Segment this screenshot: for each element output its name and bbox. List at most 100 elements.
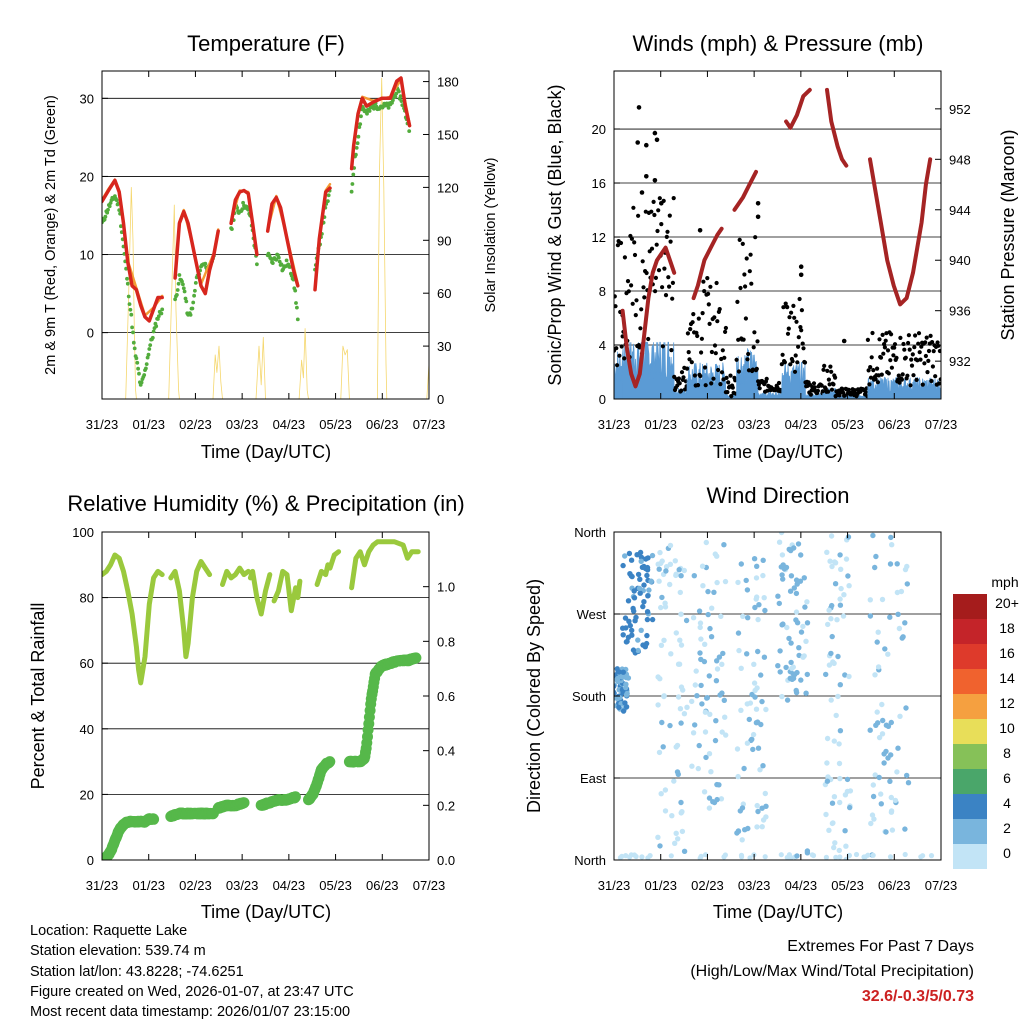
direction-point [739,805,746,811]
dewpoint-point [107,204,112,209]
gust-point [910,352,915,357]
direction-point [776,600,782,607]
colorbar-swatch [953,594,987,619]
gust-point [700,311,705,316]
x-tick-label: 03/23 [738,417,771,432]
gust-point [930,340,935,345]
winds-plot-frame [613,70,942,400]
gust-point [669,348,674,353]
direction-point [678,573,684,579]
direction-point [703,539,709,546]
y-tick-label: 60 [80,656,94,671]
gust-point [892,342,898,347]
y-tick-label: 4 [599,338,606,353]
recent-timestamp: Most recent data timestamp: 2026/01/07 2… [30,1004,351,1021]
x-tick-label: 02/23 [179,417,212,432]
direction-point [829,800,836,806]
dewpoint-point [295,317,300,322]
direction-point [692,722,698,728]
x-tick-label: 07/23 [925,417,958,432]
direction-point [667,561,674,567]
gust-point [802,360,808,365]
gust-point [745,357,750,362]
direction-point [760,557,766,563]
direction-point [888,794,894,801]
gust-point [897,380,902,385]
gust-point [695,333,700,339]
gust-point [886,371,891,376]
winds-title: Winds (mph) & Pressure (mb) [633,31,924,56]
gust-point [715,319,720,324]
humidity-x-label: Time (Day/UTC) [201,902,331,922]
direction-point [628,557,635,563]
gust-point [889,365,895,370]
direction-point [889,542,895,548]
temp-2m-line [265,195,300,288]
gust-point [792,315,797,320]
direction-point [616,669,622,675]
x-tick-label: 07/23 [925,878,958,893]
extremes-subtitle: (High/Low/Max Wind/Total Precipitation) [690,963,974,980]
direction-point [678,642,685,648]
gust-point [702,289,707,294]
gust-point [735,299,740,304]
x-tick-label: 06/23 [878,417,911,432]
direction-point [786,546,792,552]
dewpoint-point [139,380,144,385]
direction-point [879,701,885,708]
y-tick-label: 20 [592,122,606,137]
direction-point-north [837,854,843,860]
direction-point [705,588,711,595]
direction-point [633,614,639,621]
insolation-line [298,328,309,399]
direction-point [622,615,629,621]
direction-point [711,589,717,595]
dewpoint-point [147,347,152,351]
direction-point [630,605,636,612]
x-tick-label: 04/23 [273,878,306,893]
gust-point [723,329,728,334]
gust-point [754,366,759,371]
direction-point [888,719,894,726]
gust-point [685,331,691,336]
gust-point [881,351,886,356]
humidity-line [220,565,251,587]
colorbar-label: 12 [999,695,1015,711]
gust-point [662,266,667,271]
direction-point [878,801,884,807]
direction-point-north [623,853,629,859]
direction-point [904,581,910,587]
gust-point [630,301,635,306]
colorbar-label: 10 [999,720,1015,736]
gust-point [869,355,874,360]
dewpoint-point [355,141,360,146]
wind-direction-x-label: Time (Day/UTC) [713,902,843,922]
gust-point [792,369,798,374]
direction-point [678,720,684,726]
direction-point [831,794,838,800]
direction-point [876,734,883,741]
gust-point [685,366,690,371]
gust-point [695,383,701,388]
pressure-line [784,87,812,130]
dewpoint-point [132,346,137,351]
direction-point [888,808,895,814]
dewpoint-point [293,288,298,293]
direction-point [903,705,909,711]
x-tick-label: 31/23 [598,878,631,893]
direction-point [649,616,656,623]
dewpoint-point [137,371,141,376]
direction-point [843,843,849,849]
dewpoint-point [289,273,294,278]
direction-point-north [722,852,729,858]
direction-point [843,556,850,562]
x-tick-label: 05/23 [831,417,864,432]
y-tick-label: 0 [87,853,94,868]
gust-point [780,352,785,357]
direction-point [753,596,759,602]
direction-point [838,585,844,592]
gust-outlier-point [659,201,664,206]
gust-point [794,319,799,324]
direction-point [629,627,635,634]
direction-point [791,585,797,591]
